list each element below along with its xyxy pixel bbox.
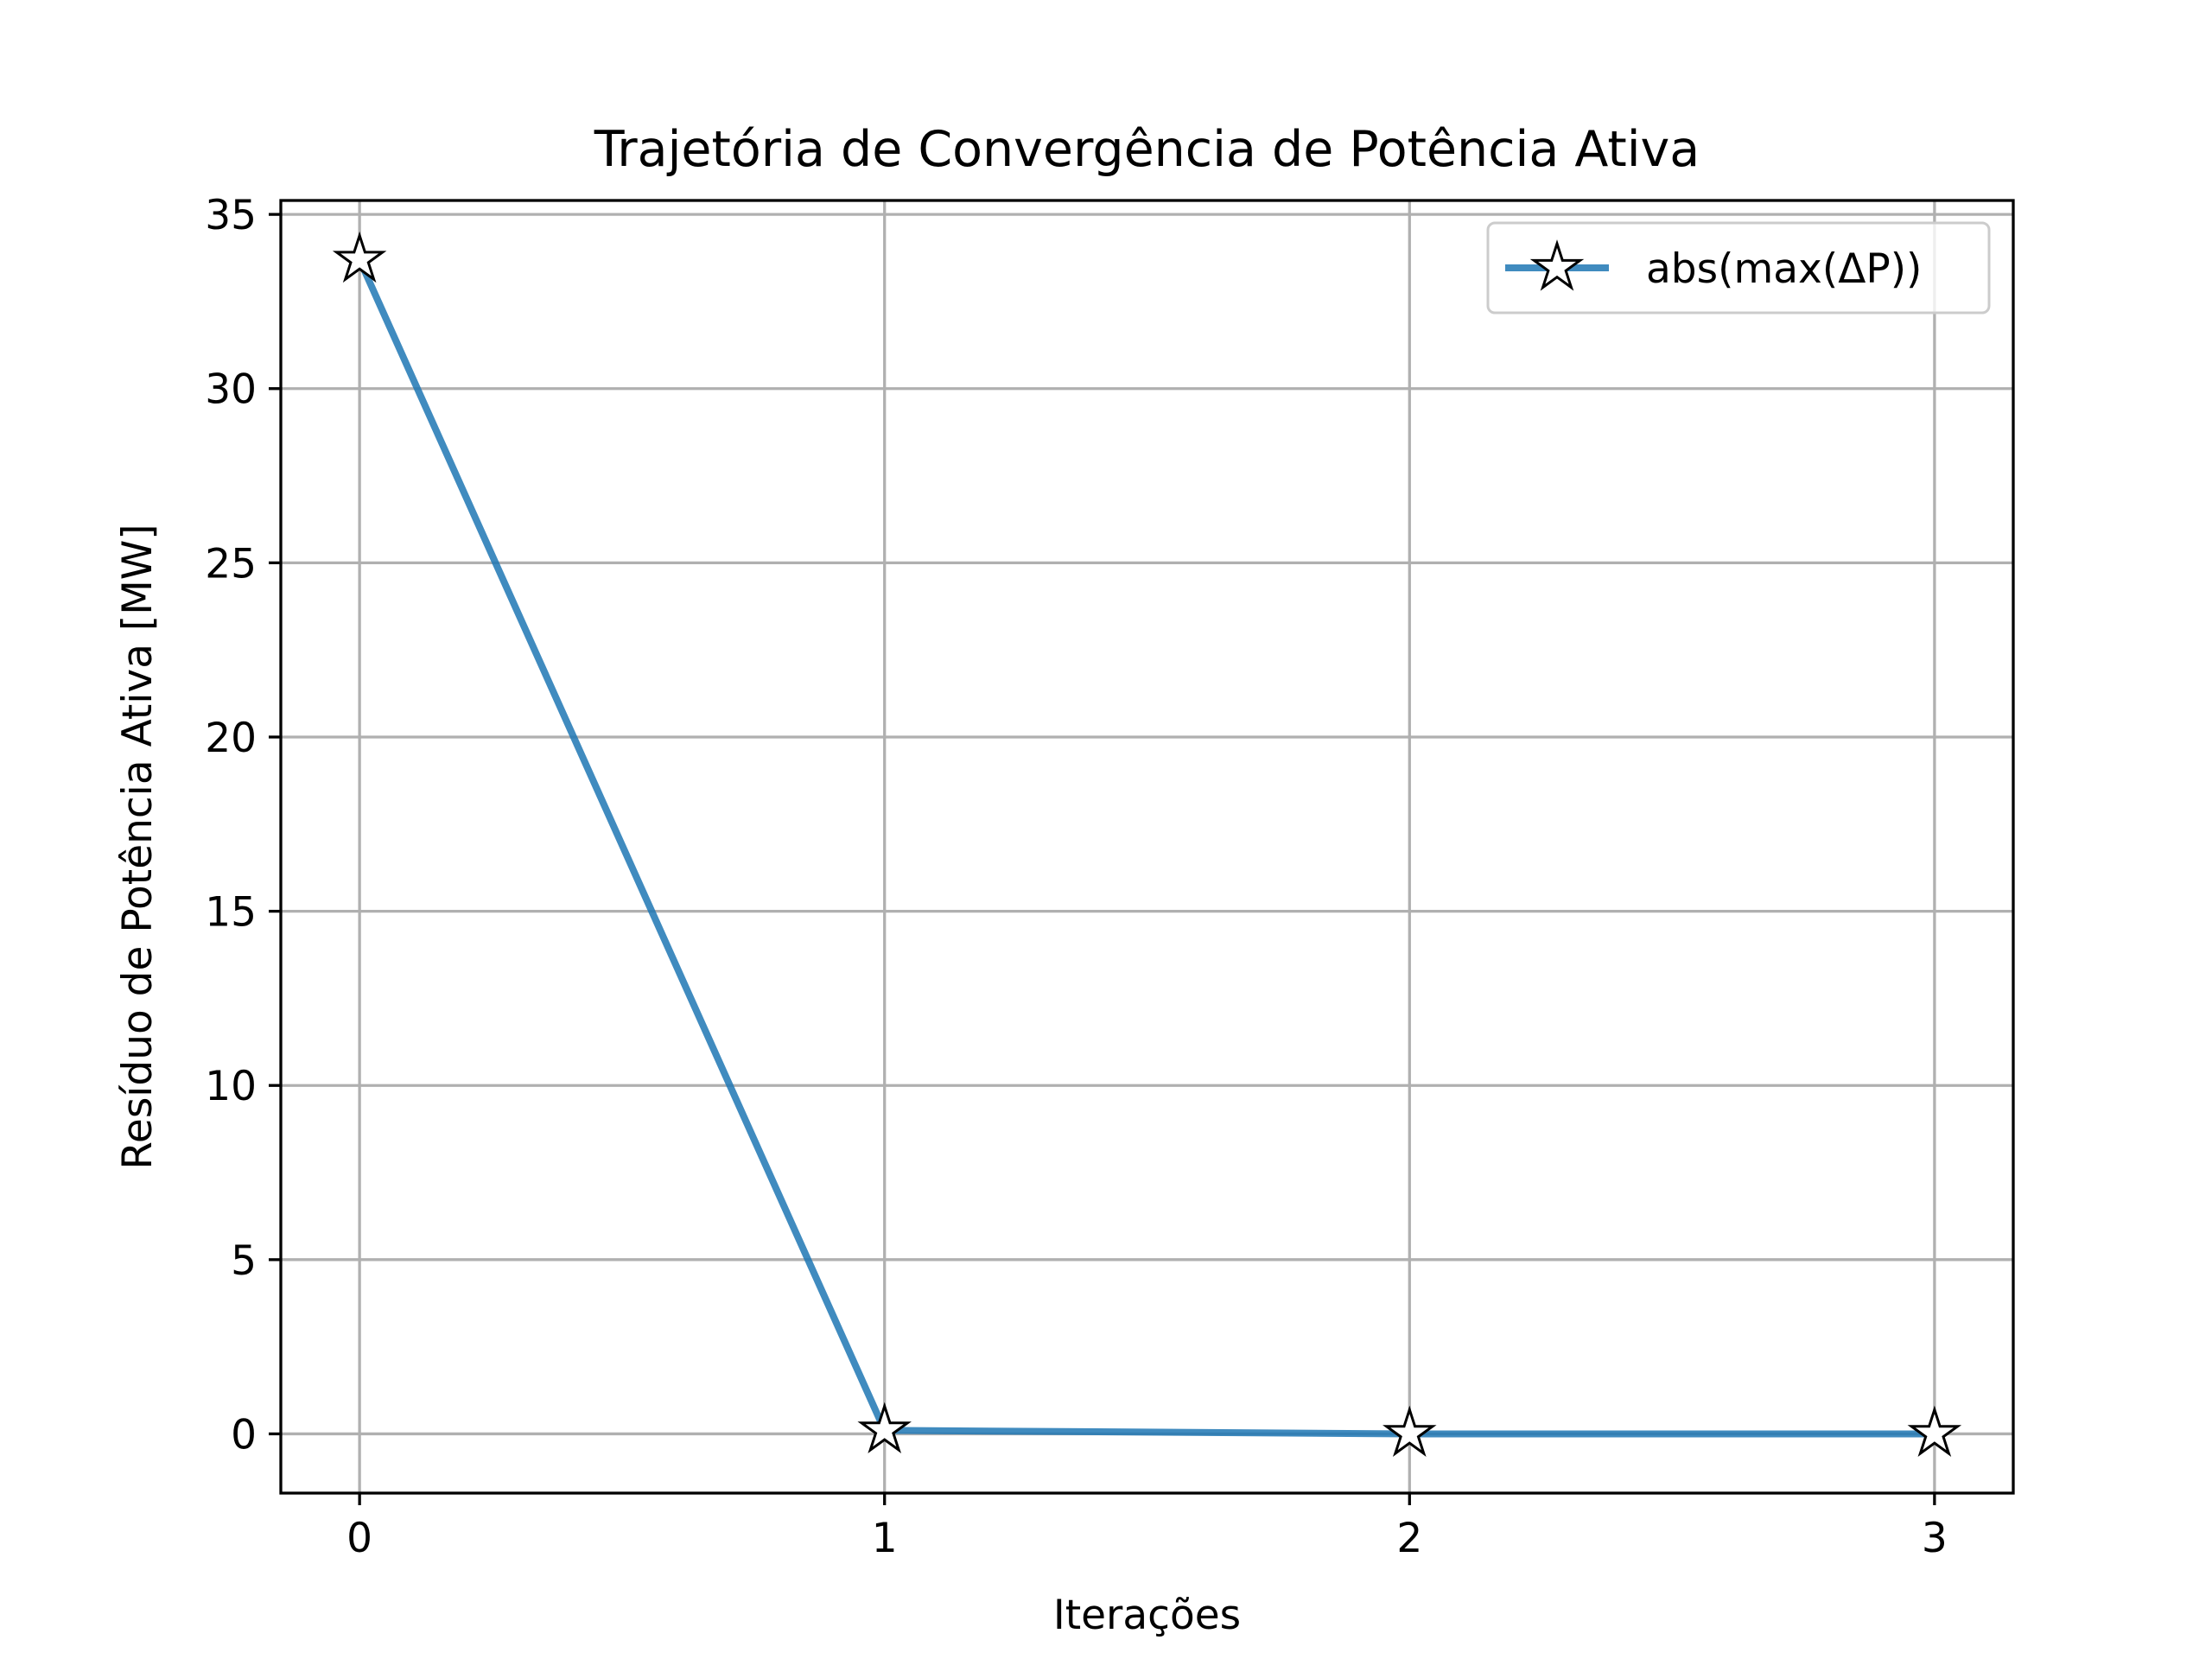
legend-label: abs(max(ΔP)) xyxy=(1646,245,1922,293)
y-tick-label: 30 xyxy=(205,366,257,414)
series-line xyxy=(354,255,1938,1438)
chart-title: Trajetória de Convergência de Potência A… xyxy=(594,121,1700,178)
y-tick-label: 35 xyxy=(205,192,257,239)
data-point-star xyxy=(1382,1405,1437,1458)
data-point-star xyxy=(332,231,387,283)
x-tick-label: 3 xyxy=(1922,1515,1948,1562)
x-tick-label: 1 xyxy=(872,1515,898,1562)
legend-box xyxy=(1486,221,1991,315)
y-tick-label: 25 xyxy=(205,540,257,588)
legend: abs(max(ΔP)) xyxy=(1486,221,1991,315)
legend-star-marker xyxy=(1529,239,1585,291)
x-axis-label: Iterações xyxy=(1053,1592,1241,1639)
y-tick-label: 0 xyxy=(231,1411,257,1459)
y-tick-label: 10 xyxy=(205,1063,257,1110)
axes-frame xyxy=(279,199,2015,1495)
data-point-star xyxy=(857,1402,912,1453)
grid xyxy=(281,200,2013,1493)
y-tick-label: 15 xyxy=(205,889,257,937)
y-axis-label: Resíduo de Potência Ativa [MW] xyxy=(114,524,162,1169)
y-tick-label: 20 xyxy=(205,715,257,762)
x-tick-label: 2 xyxy=(1396,1515,1422,1562)
series-layer xyxy=(332,231,1962,1458)
y-tick-label: 5 xyxy=(231,1237,257,1285)
x-tick-label: 0 xyxy=(346,1515,372,1562)
data-point-star xyxy=(1907,1405,1962,1458)
